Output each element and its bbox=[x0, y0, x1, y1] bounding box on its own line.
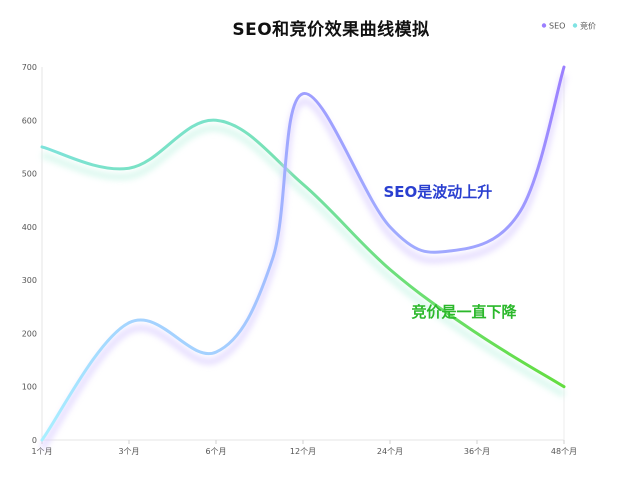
x-tick-labels: 1个月 3个月 6个月 12个月 24个月 36个月 48个月 bbox=[31, 440, 577, 456]
y-tick-label: 100 bbox=[22, 383, 37, 392]
y-tick-label: 400 bbox=[22, 223, 37, 232]
series-shadow-seo bbox=[39, 73, 568, 451]
y-tick-labels: 0 100 200 300 400 500 600 700 bbox=[22, 63, 37, 445]
legend-label-bid: 竞价 bbox=[580, 21, 596, 31]
y-tick-label: 0 bbox=[32, 436, 37, 445]
legend-marker-bid bbox=[572, 23, 578, 28]
x-tick-label: 48个月 bbox=[551, 447, 577, 456]
annotation-seo: SEO是波动上升 bbox=[383, 183, 492, 201]
series-line-bid bbox=[40, 118, 566, 389]
x-tick-label: 12个月 bbox=[290, 447, 316, 456]
x-tick-label: 36个月 bbox=[464, 447, 490, 456]
series-layer bbox=[39, 65, 568, 451]
legend: SEO 竞价 bbox=[541, 21, 596, 31]
y-tick-label: 300 bbox=[22, 276, 37, 285]
x-tick-label: 24个月 bbox=[377, 447, 403, 456]
legend-marker-seo bbox=[541, 23, 547, 28]
series-line-seo bbox=[40, 65, 566, 442]
y-tick-label: 500 bbox=[22, 170, 37, 179]
annotation-bid: 竞价是一直下降 bbox=[411, 303, 517, 321]
chart-title: SEO和竞价效果曲线模拟 bbox=[232, 19, 429, 40]
x-tick-label: 1个月 bbox=[31, 447, 52, 456]
y-tick-label: 200 bbox=[22, 329, 37, 338]
y-tick-label: 600 bbox=[22, 116, 37, 125]
y-tick-label: 700 bbox=[22, 63, 37, 72]
legend-label-seo: SEO bbox=[549, 22, 565, 31]
x-tick-label: 3个月 bbox=[118, 447, 139, 456]
series-shadow-bid bbox=[41, 124, 566, 398]
x-tick-label: 6个月 bbox=[205, 447, 226, 456]
